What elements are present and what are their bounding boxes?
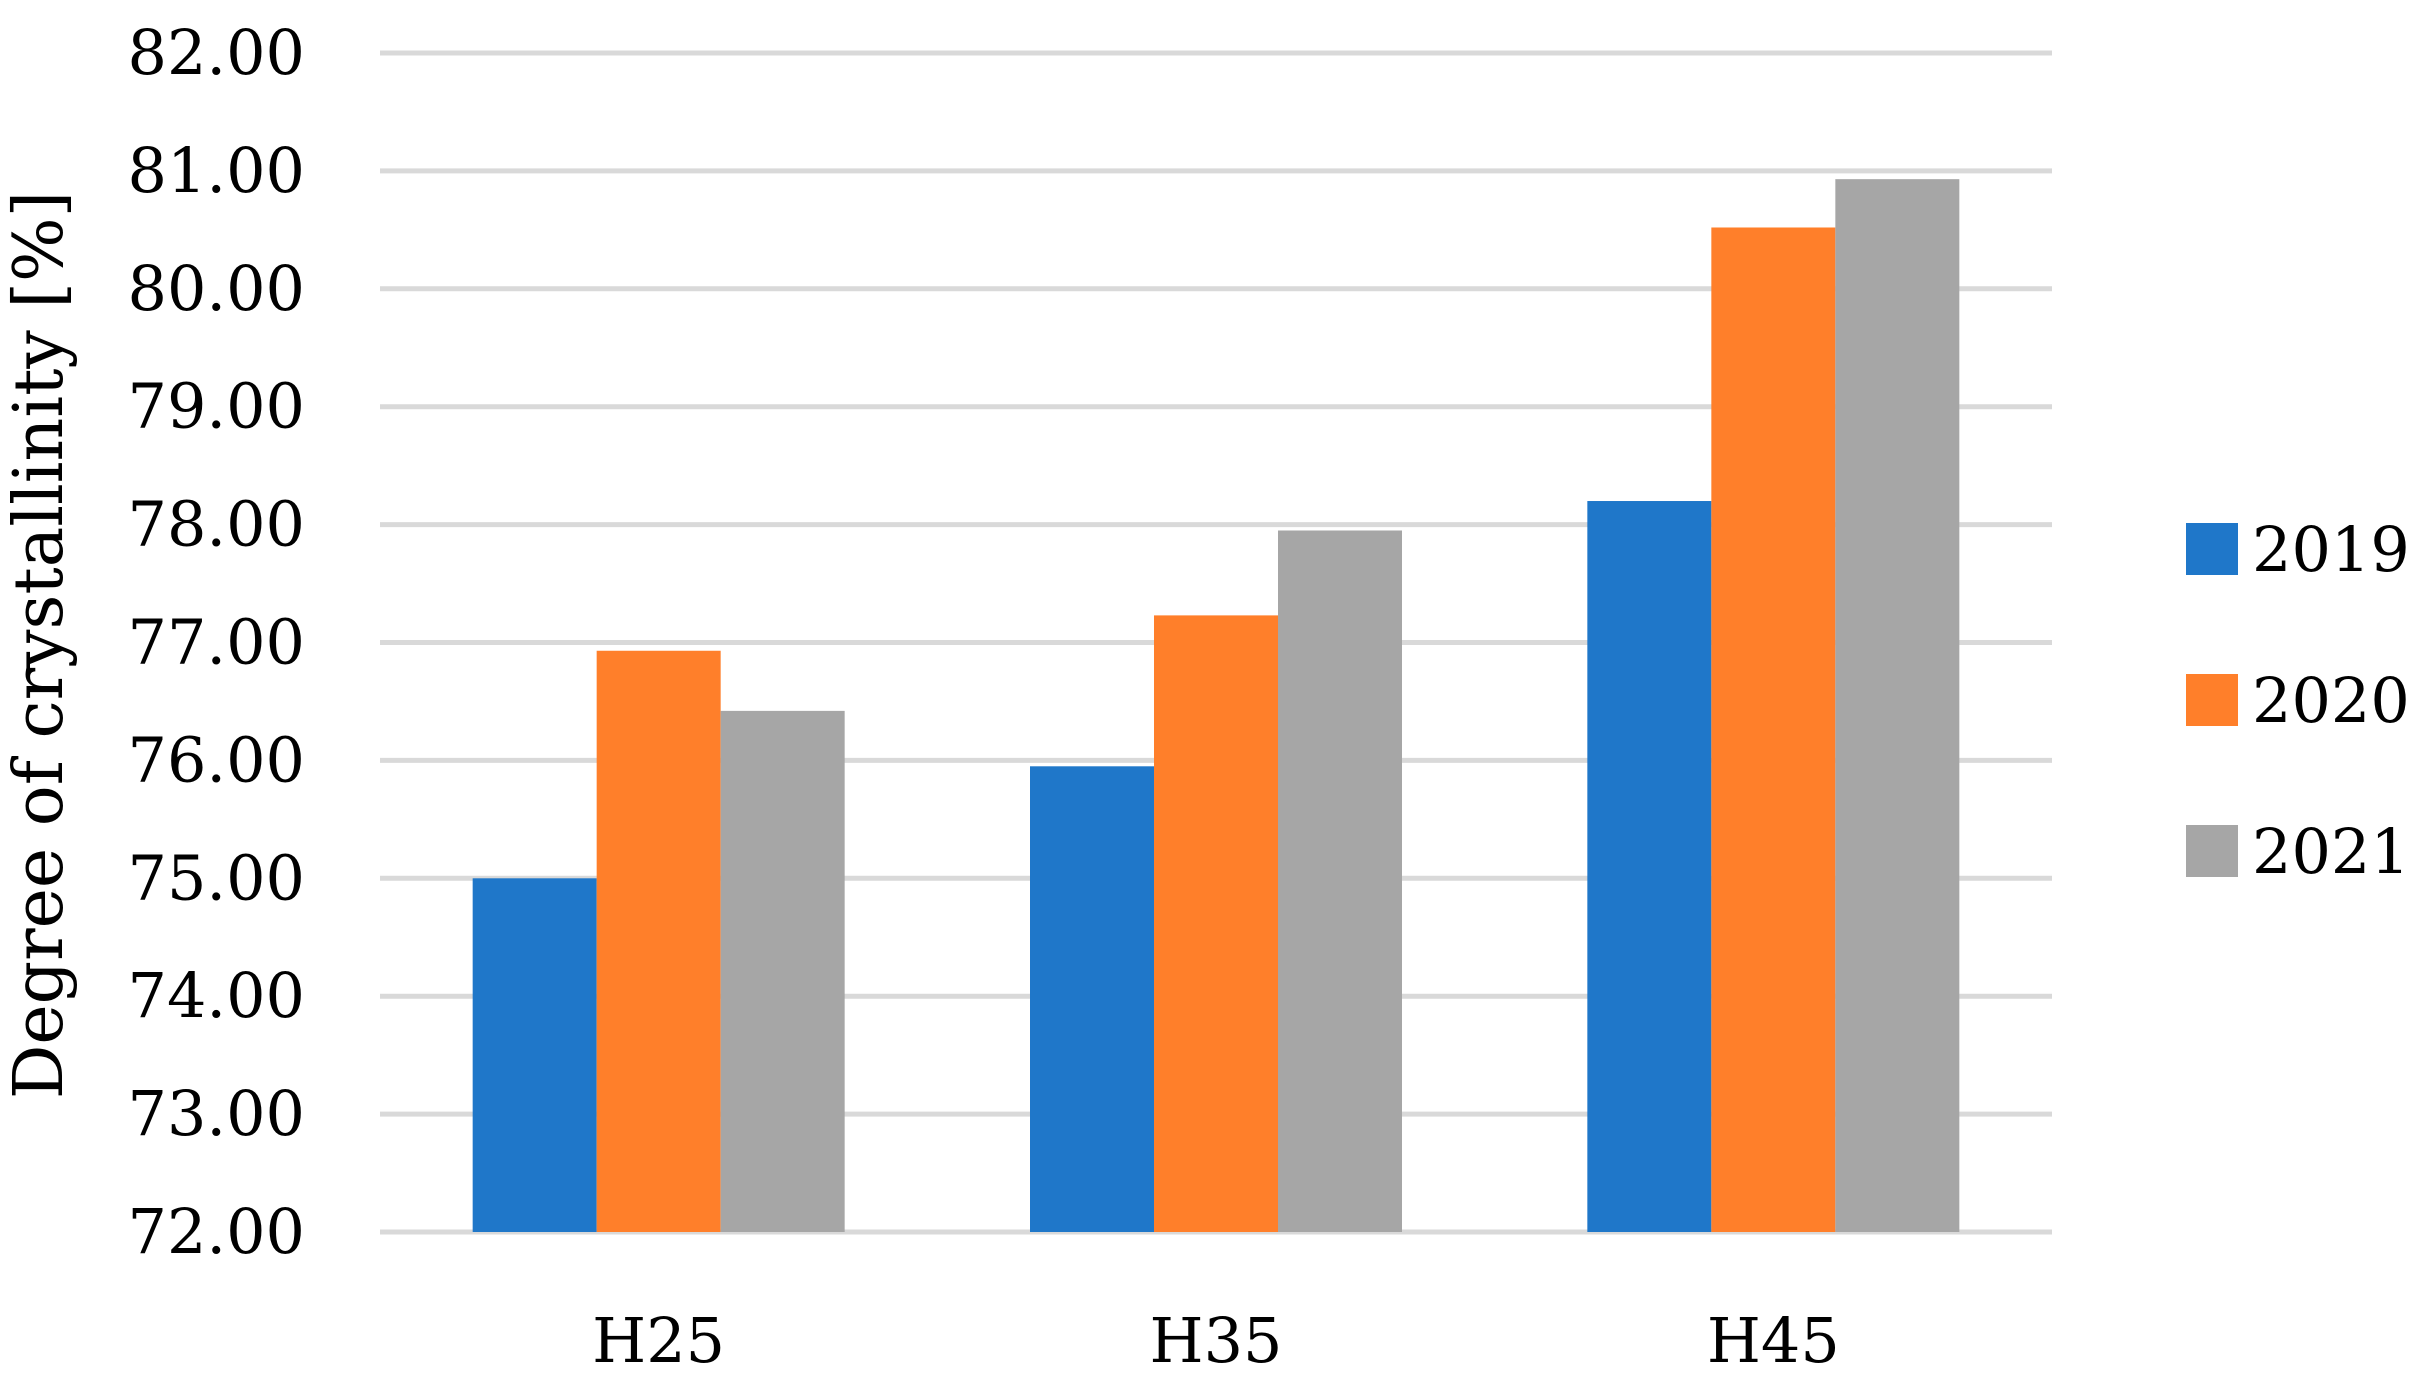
- y-tick-label: 79.00: [128, 370, 306, 443]
- y-tick-label: 82.00: [128, 16, 306, 89]
- y-tick-label: 72.00: [128, 1195, 306, 1268]
- y-tick-label: 80.00: [128, 252, 306, 325]
- y-axis-ticks: 72.00 73.00 74.00 75.00 76.00 77.00 78.00 79.00…: [128, 16, 306, 1268]
- y-tick-label: 81.00: [128, 134, 306, 207]
- bar-h45-2021: [1835, 179, 1960, 1233]
- x-axis-categories: H25 H35 H45: [592, 1304, 1840, 1377]
- legend-swatch-2021: [2186, 825, 2238, 877]
- legend: 2019 2020 2021: [2186, 513, 2409, 888]
- bar-h45-2020: [1711, 227, 1836, 1232]
- x-category-label: H35: [1150, 1304, 1283, 1377]
- y-tick-label: 77.00: [128, 606, 306, 679]
- bar-h25-2020: [596, 650, 721, 1232]
- y-tick-label: 78.00: [128, 488, 306, 561]
- bar-h35-2021: [1278, 530, 1402, 1232]
- y-tick-label: 76.00: [128, 723, 306, 796]
- legend-label: 2019: [2252, 513, 2409, 586]
- legend-label: 2020: [2252, 664, 2409, 737]
- bar-h25-2021: [720, 710, 845, 1232]
- y-tick-label: 73.00: [128, 1077, 306, 1150]
- legend-swatch-2019: [2186, 523, 2238, 575]
- bar-h35-2019: [1030, 766, 1154, 1232]
- y-axis-title: Degree of crystallinity [%]: [0, 191, 79, 1099]
- bar-h35-2020: [1154, 615, 1278, 1232]
- legend-swatch-2020: [2186, 674, 2238, 726]
- x-category-label: H25: [592, 1304, 725, 1377]
- bar-h45-2019: [1587, 501, 1712, 1232]
- y-tick-label: 74.00: [128, 959, 306, 1032]
- bars: [472, 179, 1960, 1233]
- x-category-label: H45: [1707, 1304, 1840, 1377]
- legend-label: 2021: [2252, 815, 2409, 888]
- y-tick-label: 75.00: [128, 841, 306, 914]
- bar-h25-2019: [472, 878, 597, 1232]
